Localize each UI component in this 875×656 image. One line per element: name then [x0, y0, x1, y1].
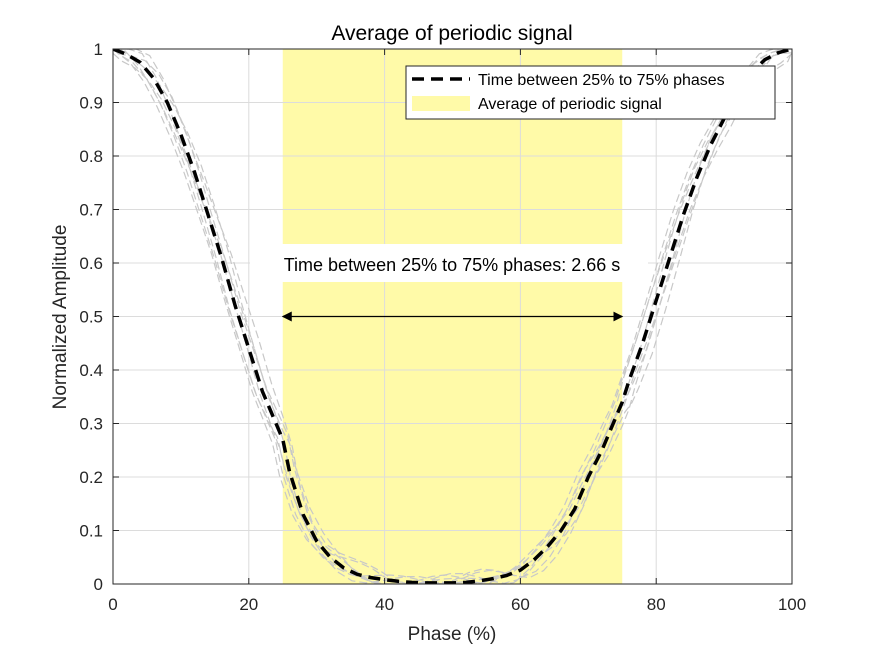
x-tick-label: 80 — [647, 595, 666, 614]
x-tick-label: 40 — [375, 595, 394, 614]
grid-layer — [113, 49, 792, 584]
y-tick-label: 0.4 — [79, 361, 103, 380]
series-layer — [113, 49, 792, 584]
annotation-text: Time between 25% to 75% phases: 2.66 s — [284, 255, 621, 275]
x-tick-label: 100 — [778, 595, 806, 614]
tick-label-layer: 0 20 40 60 80 100 0 0.1 0.2 0.3 0.4 0.5 0.6 0.7 0.8 0.9… — [79, 40, 806, 614]
background-series-line — [115, 49, 792, 584]
legend: Time between 25% to 75% phases Average o… — [405, 65, 776, 120]
x-tick-label: 60 — [511, 595, 530, 614]
x-axis-label: Phase (%) — [408, 624, 497, 645]
y-tick-label: 0.6 — [79, 254, 103, 273]
chart-title: Average of periodic signal — [331, 22, 572, 45]
y-tick-label: 0.2 — [79, 468, 103, 487]
y-tick-label: 0.3 — [79, 415, 103, 434]
background-series-line — [119, 49, 792, 584]
y-tick-label: 0.8 — [79, 147, 103, 166]
background-series-line — [113, 49, 782, 584]
series-line-main — [113, 49, 792, 584]
y-tick-label: 0.1 — [79, 522, 103, 541]
legend-label-patch: Average of periodic signal — [478, 96, 662, 113]
tick-layer — [112, 48, 793, 585]
y-tick-label: 1 — [94, 40, 103, 59]
y-tick-label: 0 — [94, 575, 103, 594]
legend-swatch-patch — [412, 96, 470, 111]
x-tick-label: 20 — [239, 595, 258, 614]
background-series-line — [117, 52, 792, 584]
legend-label-dashed-line: Time between 25% to 75% phases — [478, 72, 725, 89]
y-tick-label: 0.5 — [79, 308, 103, 327]
x-tick-label: 0 — [108, 595, 117, 614]
y-tick-label: 0.7 — [79, 201, 103, 220]
annotation-backdrop — [250, 244, 648, 282]
y-tick-label: 0.9 — [79, 94, 103, 113]
y-axis-label: Normalized Amplitude — [50, 225, 71, 410]
